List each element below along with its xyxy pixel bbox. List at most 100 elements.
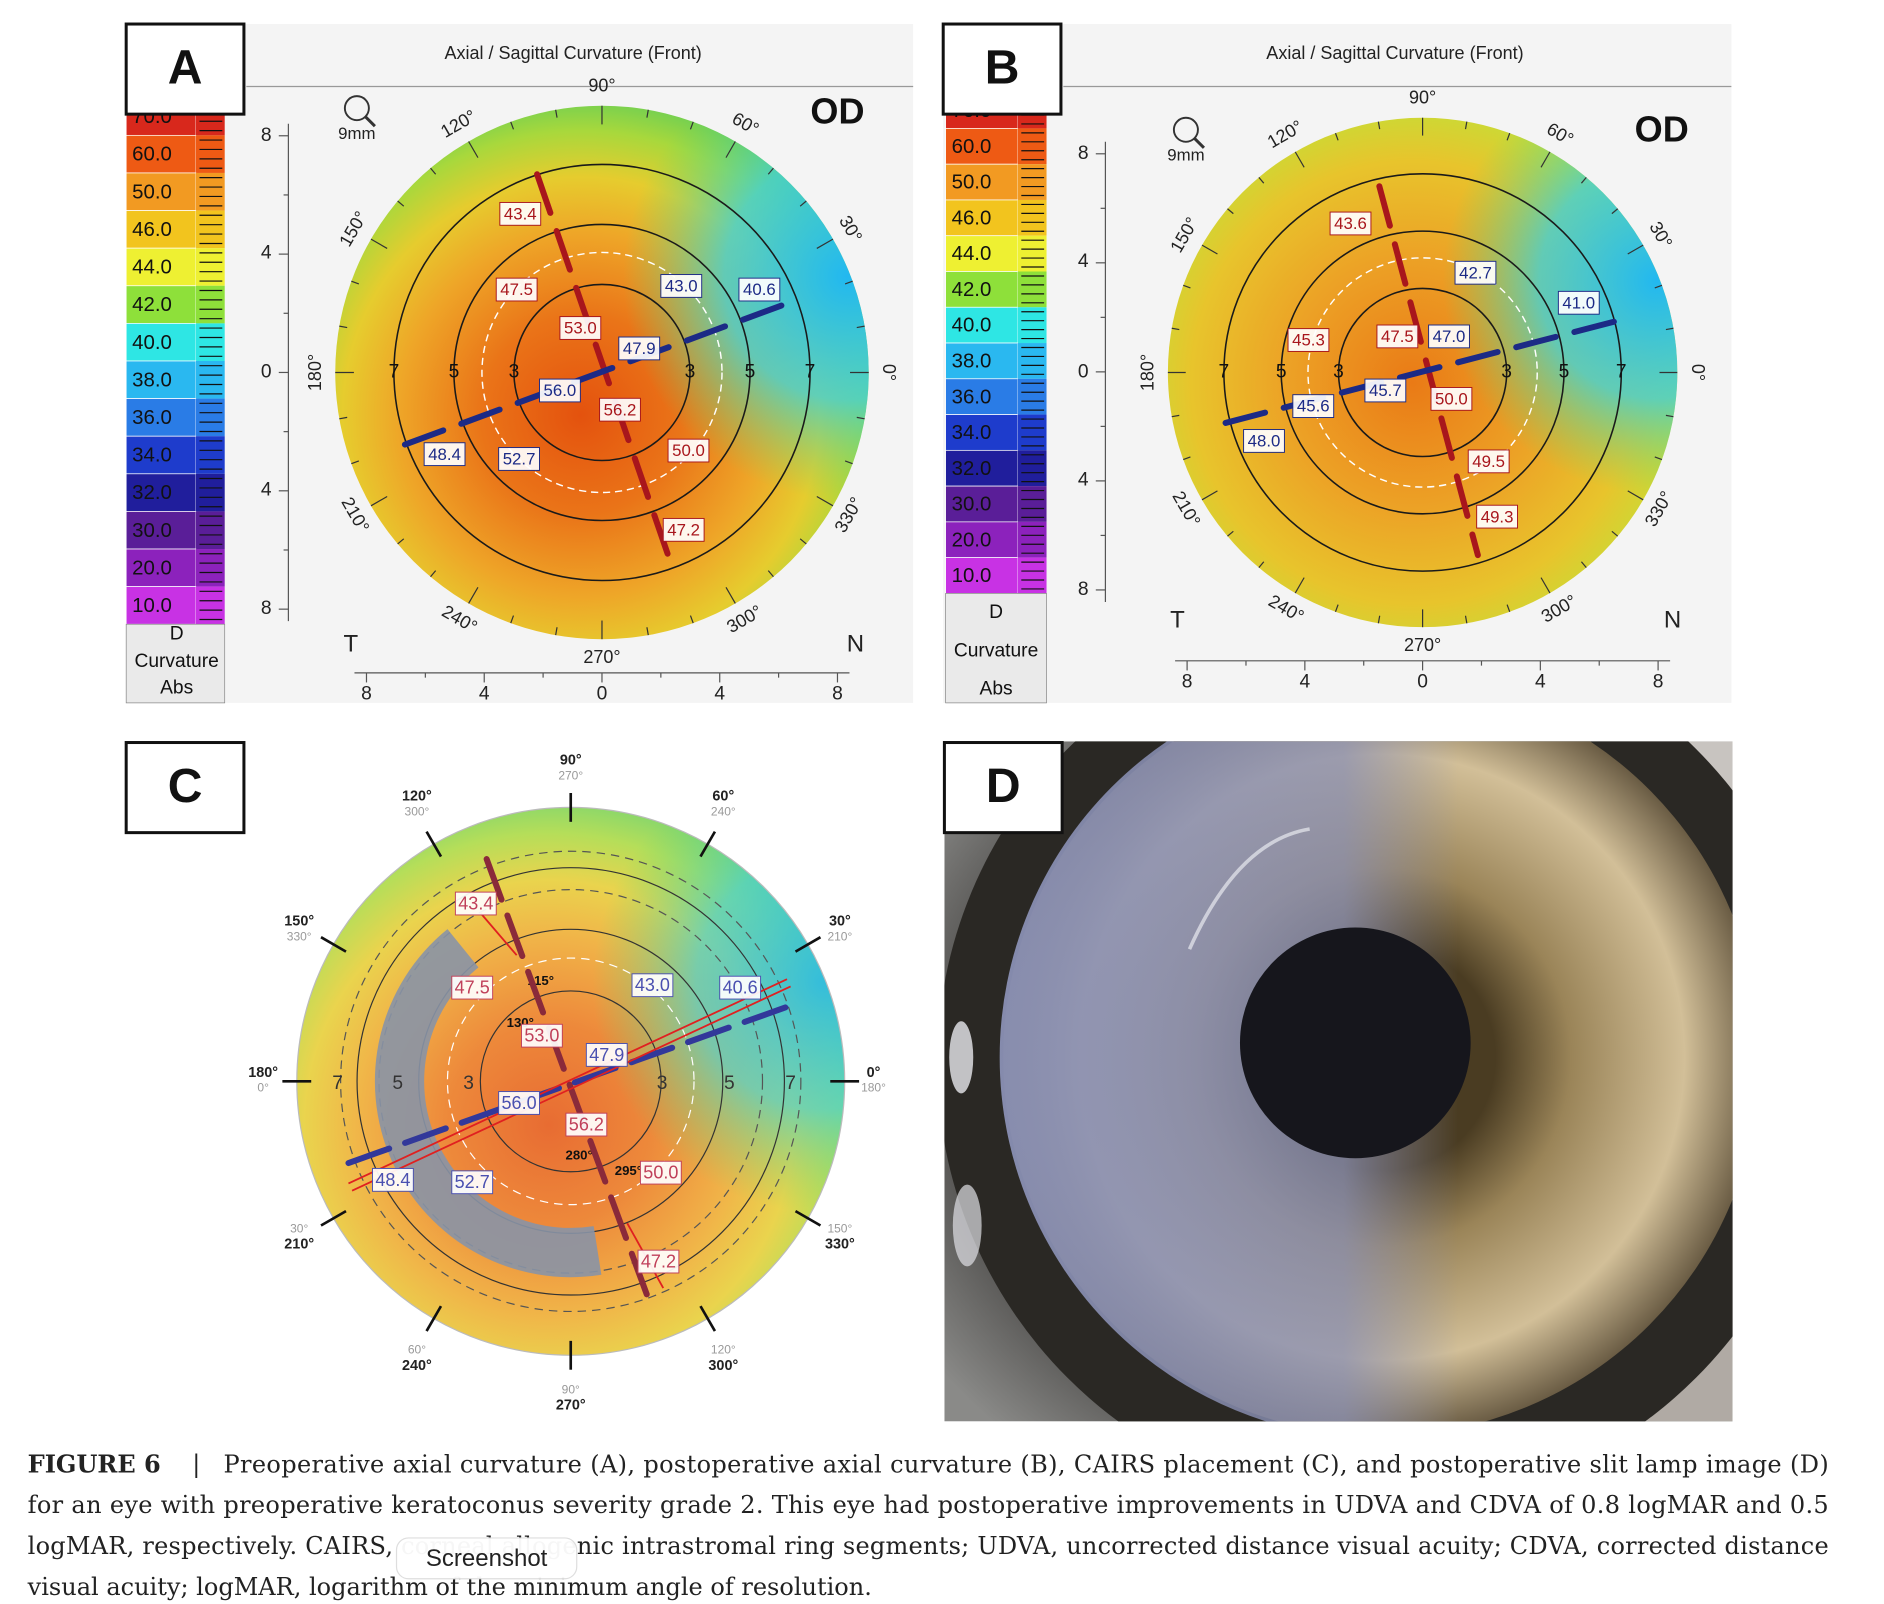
ring-label: 7 — [389, 362, 400, 383]
caption-separator: | — [192, 1450, 200, 1479]
ring-label: 5 — [745, 362, 756, 383]
caption-label: FIGURE 6 — [28, 1449, 161, 1478]
angle-tick — [699, 1305, 717, 1332]
dashed-ring — [340, 850, 802, 1313]
pupil-ring — [1307, 257, 1538, 488]
angle-tick — [1654, 456, 1663, 461]
angle-label: 270° — [583, 647, 620, 667]
zone-ring — [513, 283, 691, 462]
scale-ladder — [195, 172, 225, 211]
v-tick-label: 4 — [261, 479, 272, 500]
h-tick-label: 4 — [1535, 672, 1546, 693]
ring-label: 3 — [1501, 362, 1512, 383]
inner-angle: 280° — [565, 1147, 592, 1162]
scale-swatch — [125, 360, 197, 399]
ring-label: 7 — [1616, 362, 1627, 383]
scale-swatch — [945, 449, 1019, 487]
angle-label: 60° — [712, 788, 734, 804]
angle-tick — [1227, 530, 1234, 537]
scale-swatch — [125, 435, 197, 475]
reading-box — [662, 517, 705, 542]
highlight — [952, 1184, 982, 1267]
nasal-label: N — [1664, 607, 1681, 634]
scale-ladder — [1017, 128, 1047, 165]
scale-legend — [945, 593, 1047, 704]
ring-label: 3 — [509, 362, 520, 383]
scale-ladder — [1017, 378, 1047, 415]
reading-value: 43.4 — [458, 893, 493, 913]
scale-label: 30.0 — [132, 520, 172, 542]
temporal-label: T — [344, 631, 359, 658]
scale-label: 46.0 — [952, 207, 992, 229]
scale-ladder — [195, 323, 225, 361]
meridian — [534, 171, 672, 559]
angle-tick — [844, 280, 853, 285]
scale-ladder — [195, 473, 225, 512]
reading-box — [520, 1023, 563, 1048]
h-tick-label: 8 — [1182, 672, 1193, 693]
reading-value: 56.2 — [569, 1115, 604, 1135]
angle-tick — [425, 1305, 443, 1332]
panel-title: Axial / Sagittal Curvature (Front) — [444, 43, 701, 63]
reading-box — [454, 891, 497, 916]
scale-ladder — [1017, 521, 1047, 558]
incision-axis — [348, 978, 788, 1185]
reading-value: 47.5 — [455, 978, 490, 998]
h-tick-label: 4 — [479, 684, 490, 705]
angle-sub-label: 330° — [287, 929, 312, 943]
reading-box — [498, 1091, 540, 1115]
scale-swatch — [125, 548, 197, 587]
scale-ladder — [1017, 343, 1047, 379]
v-tick-label: 0 — [261, 362, 272, 383]
inner-angle: 295° — [615, 1163, 642, 1178]
v-tick-label: 4 — [1078, 251, 1089, 272]
angle-tick — [1627, 490, 1644, 501]
angle-tick — [1506, 604, 1511, 613]
scale-mode: Abs — [160, 678, 193, 699]
scale-ladder — [1017, 450, 1047, 487]
reading-box — [618, 336, 661, 361]
reading-value: 52.7 — [455, 1172, 490, 1192]
angle-tick — [689, 121, 694, 130]
reading-value: 48.4 — [428, 445, 461, 464]
angle-tick — [1540, 577, 1551, 594]
eye-label: OD — [810, 91, 864, 132]
angle-tick — [351, 460, 360, 465]
panel-label: D — [986, 760, 1021, 813]
cairs-segment — [374, 929, 602, 1278]
v-tick-label: 4 — [261, 243, 272, 264]
angle-tick — [1611, 530, 1619, 537]
reading-box — [499, 201, 542, 226]
angle-tick — [725, 586, 736, 604]
reading-value: 47.9 — [589, 1045, 624, 1065]
angle-label: 90° — [588, 75, 615, 95]
ring-label: 3 — [463, 1073, 474, 1094]
scale-swatch — [945, 306, 1019, 344]
scale-label: 44.0 — [132, 257, 172, 279]
reading-box — [539, 378, 581, 403]
angle-tick — [646, 109, 649, 118]
angle-tick — [468, 586, 479, 604]
angle-tick — [351, 280, 360, 285]
caption-line: Preoperative axial curvature (A), postop… — [224, 1450, 1829, 1478]
reading-value: 43.6 — [1334, 214, 1367, 233]
zone-ring — [1280, 230, 1565, 515]
angle-label: 0° — [867, 1065, 881, 1081]
angle-label: 0° — [1688, 364, 1708, 381]
reading-box — [1364, 378, 1407, 403]
h-tick-label: 0 — [1417, 672, 1428, 693]
incision-axis — [351, 985, 791, 1192]
h-tick-label: 4 — [714, 684, 725, 705]
angle-tick — [1665, 327, 1674, 331]
meridian — [483, 856, 652, 1304]
angle-tick — [510, 121, 515, 130]
scale-label: 40.0 — [952, 315, 992, 337]
angle-label: 90° — [560, 752, 582, 768]
reading-box — [1376, 324, 1419, 349]
scale-label: 34.0 — [132, 445, 172, 467]
scale-label: 40.0 — [132, 332, 172, 354]
zone-label: 9mm — [338, 124, 375, 143]
h-tick-label: 8 — [361, 684, 372, 705]
reading-value: 47.2 — [641, 1252, 676, 1272]
angle-tick — [510, 615, 515, 624]
